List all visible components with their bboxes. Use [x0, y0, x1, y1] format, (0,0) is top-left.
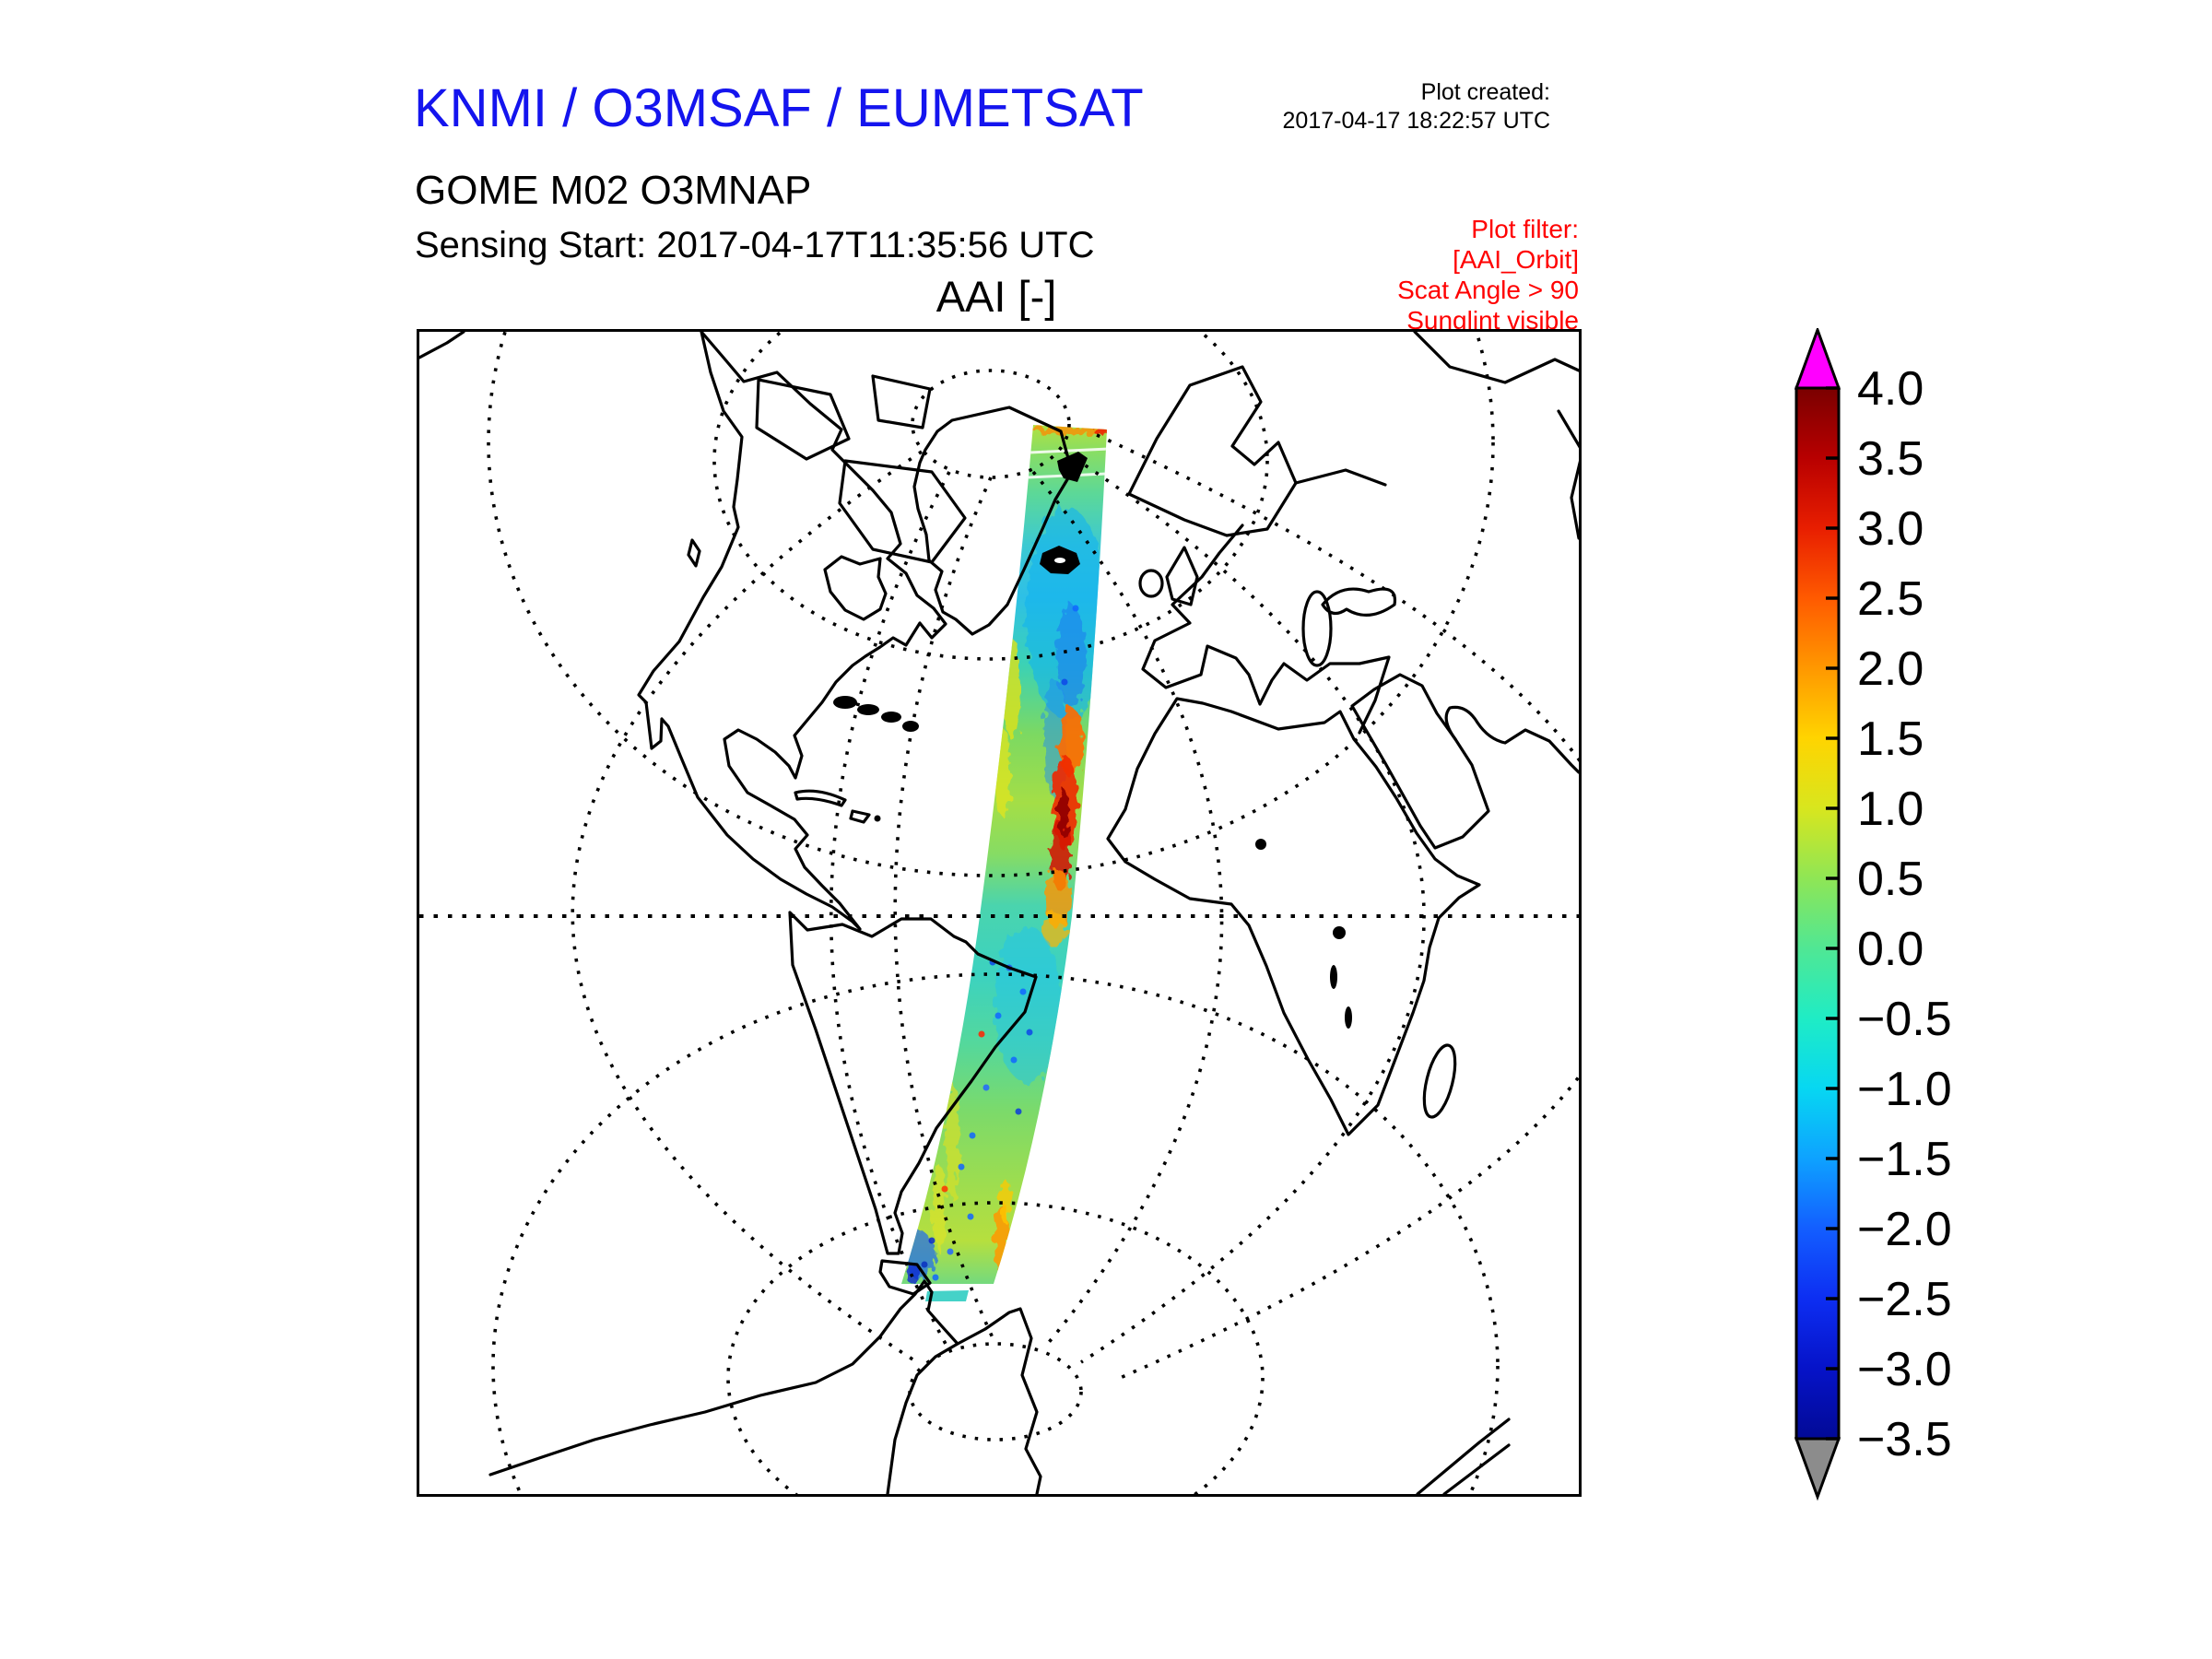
speckle-dot: [969, 1132, 976, 1139]
scanline-gap: [1029, 447, 1107, 454]
swath-patch: [1031, 426, 1105, 435]
great-lakes: [833, 696, 919, 732]
speckle-dot: [1015, 1108, 1022, 1115]
map-plot-area: [417, 329, 1582, 1497]
speckle-dot: [941, 1185, 948, 1193]
madagascar-outline: [1422, 1043, 1457, 1119]
colorbar-svg: 4.0 3.5 3.0 2.5 2.0 1.5 1.0 0.5 0.0 −0.5 −1.0 −1.5 −…: [1794, 325, 1952, 1501]
plot-created-timestamp: 2017-04-17 18:22:57 UTC: [1282, 108, 1550, 134]
north-america-outline: [637, 332, 947, 931]
colorbar-tick-label: 3.5: [1857, 432, 1924, 486]
swath-patch: [1004, 639, 1020, 740]
speckle-dot: [921, 1261, 928, 1268]
colorbar-tick-label: 0.5: [1857, 853, 1924, 906]
speckle-dot: [1019, 988, 1027, 995]
colorbar-tick-label: −2.0: [1857, 1203, 1952, 1256]
africa-outline: [1106, 697, 1481, 1136]
swath-patch: [1042, 911, 1066, 947]
plot-created-label: Plot created:: [1420, 79, 1550, 105]
colorbar-tick-label: 2.0: [1857, 642, 1924, 696]
iceland-interior: [1054, 558, 1065, 563]
arabia-outline: [1350, 673, 1490, 850]
speckle-dot: [958, 1163, 965, 1171]
page-title: KNMI / O3MSAF / EUMETSAT: [414, 78, 1144, 138]
svalbard: [1057, 452, 1088, 482]
colorbar-tick-label: −3.0: [1857, 1343, 1952, 1396]
ireland-outline: [1138, 569, 1164, 598]
europe-coast: [1141, 524, 1391, 735]
speckle-dot: [1010, 1056, 1018, 1064]
scandinavia-outline: [1127, 365, 1298, 537]
colorbar-ticks: 4.0 3.5 3.0 2.5 2.0 1.5 1.0 0.5 0.0 −0.5 −1.0 −1.5 −…: [1826, 362, 1952, 1466]
colorbar-tick-label: −1.5: [1857, 1133, 1952, 1186]
graticule-grid: [419, 332, 1579, 1494]
antarctica-east-coast: [1416, 1418, 1511, 1494]
speckle-dot: [967, 1213, 974, 1220]
black-sea-outline: [1321, 587, 1397, 617]
speckle-dot: [1072, 605, 1079, 612]
swath-patch: [995, 728, 1010, 817]
cuba-outline: [794, 789, 847, 807]
colorbar-over-arrow: [1794, 325, 1841, 390]
colorbar-tick-label: 1.0: [1857, 782, 1924, 836]
speckle-dot: [978, 1030, 985, 1038]
vancouver-island-outline: [687, 538, 701, 568]
colorbar-tick-label: −1.0: [1857, 1063, 1952, 1116]
swath-patch: [904, 1263, 921, 1283]
plot-filter-line: Scat Angle > 90: [1397, 276, 1579, 304]
speckle-dot: [994, 1012, 1002, 1019]
asia-top-coast: [1413, 332, 1579, 384]
antarctica-peninsula-coast: [886, 1342, 959, 1494]
ural-river-line: [1557, 409, 1579, 540]
colorbar-tick-label: 1.5: [1857, 712, 1924, 766]
greenland-outline: [912, 406, 1074, 636]
colorbar-tick-label: 0.0: [1857, 923, 1924, 976]
continent-outlines: [419, 332, 1579, 1494]
swath-patch: [1058, 789, 1069, 837]
speckle-dot: [932, 1274, 939, 1281]
speckle-dot: [982, 1084, 990, 1091]
persian-gulf-iran-coast: [1444, 705, 1579, 774]
arctic-island-outline: [871, 374, 932, 429]
hudson-bay-outline: [823, 555, 888, 621]
south-america-outline: [788, 911, 1038, 1255]
siberia-corner-coast: [419, 332, 465, 359]
colorbar-under-arrow: [1794, 1437, 1841, 1501]
antarctica-west-coast: [488, 1279, 1042, 1494]
colorbar-tick-label: −0.5: [1857, 993, 1952, 1046]
instrument-product-label: GOME M02 O3MNAP: [415, 168, 812, 213]
colorbar-tick-label: −3.5: [1857, 1413, 1952, 1466]
world-map: [419, 332, 1579, 1494]
colorbar-tick-label: 2.5: [1857, 572, 1924, 626]
swath-detached-strip: [925, 1290, 969, 1301]
puerto-rico: [874, 815, 881, 822]
speckle-dot: [1026, 1029, 1033, 1036]
plot-filter-line: [AAI_Orbit]: [1453, 245, 1579, 274]
colorbar-tick-label: 3.0: [1857, 502, 1924, 556]
sensing-start-label: Sensing Start: 2017-04-17T11:35:56 UTC: [415, 225, 1095, 265]
swath-patch: [1094, 429, 1107, 435]
plot-title: AAI [-]: [935, 272, 1057, 321]
colorbar-tick-label: 4.0: [1857, 362, 1924, 416]
hispaniola-outline: [849, 809, 871, 824]
aai-orbit-swath: [901, 425, 1107, 1301]
colorbar-gradient-bar: [1794, 386, 1841, 1441]
speckle-dot: [947, 1248, 954, 1255]
plot-created-block: Plot created: 2017-04-17 18:22:57 UTC: [1283, 78, 1550, 135]
plot-filter-line: Plot filter:: [1471, 215, 1579, 243]
swath-patch: [1000, 1180, 1011, 1224]
antarctica-east-coast: [1442, 1443, 1511, 1494]
colorbar: 4.0 3.5 3.0 2.5 2.0 1.5 1.0 0.5 0.0 −0.5 −1.0 −1.5 −…: [1791, 325, 2178, 1517]
plot-filter-note: Plot filter: [AAI_Orbit] Scat Angle > 90…: [1397, 214, 1579, 335]
finland-russia-coast: [1294, 468, 1387, 487]
caspian-sea-outline: [1301, 590, 1333, 667]
arctic-island-outline: [755, 378, 851, 461]
speckle-dot: [1061, 678, 1068, 686]
african-lakes: [1255, 839, 1352, 1029]
colorbar-tick-label: −2.5: [1857, 1273, 1952, 1326]
britain-outline: [1165, 546, 1199, 606]
speckle-dot: [928, 1237, 935, 1244]
